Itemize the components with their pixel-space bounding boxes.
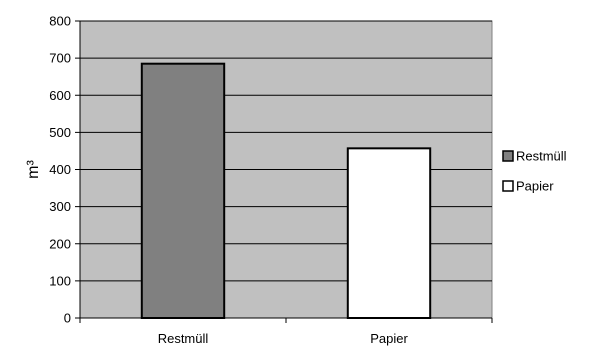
y-tick-label: 200 — [49, 236, 71, 251]
legend-label: Papier — [516, 179, 554, 194]
legend: Restmüll Papier — [502, 149, 567, 194]
legend-swatch — [502, 150, 514, 162]
y-tick-label: 600 — [49, 88, 71, 103]
bar-papier — [346, 147, 432, 319]
y-tick-label: 500 — [49, 125, 71, 140]
y-tick-label: 0 — [64, 311, 71, 326]
bar-restmuell — [140, 62, 226, 319]
bars — [140, 62, 432, 319]
legend-item: Papier — [502, 179, 554, 194]
y-tick-label: 400 — [49, 162, 71, 177]
x-category-labels: Restmüll Papier — [158, 331, 409, 346]
legend-label: Restmüll — [516, 149, 567, 164]
y-tick-label: 800 — [49, 14, 71, 29]
legend-swatch — [502, 180, 514, 192]
legend-item: Restmüll — [502, 149, 567, 164]
y-tick-labels: 0 100 200 300 400 500 600 700 800 — [49, 14, 71, 326]
y-tick-label: 300 — [49, 199, 71, 214]
x-category-label: Restmüll — [158, 331, 209, 346]
y-axis-label: m³ — [25, 160, 42, 179]
axes — [75, 20, 493, 323]
y-tick-label: 100 — [49, 273, 71, 288]
y-tick-label: 700 — [49, 51, 71, 66]
x-category-label: Papier — [370, 331, 408, 346]
